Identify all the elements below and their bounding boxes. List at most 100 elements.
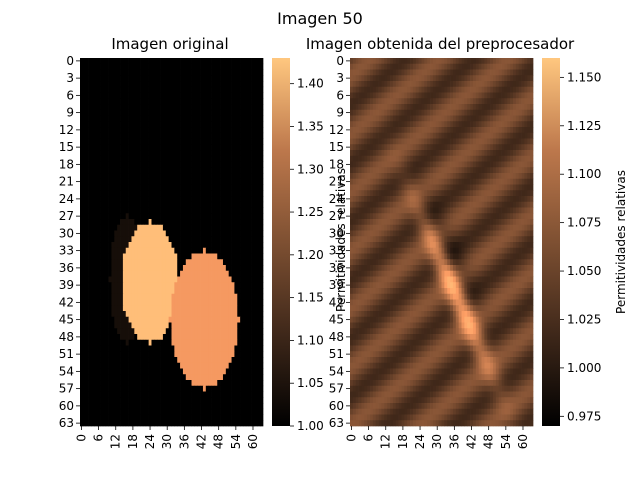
- heatmap-cell: [260, 328, 263, 334]
- heatmap-cell: [217, 380, 220, 386]
- heatmap-cell: [180, 196, 183, 202]
- heatmap-cell: [462, 110, 465, 116]
- heatmap-cell: [487, 58, 490, 64]
- heatmap-cell: [197, 58, 200, 64]
- heatmap-cell: [169, 144, 172, 150]
- heatmap-cell: [254, 75, 257, 81]
- heatmap-cell: [172, 213, 175, 219]
- heatmap-cell: [91, 110, 94, 116]
- heatmap-cell: [137, 219, 140, 225]
- heatmap-cell: [254, 213, 257, 219]
- heatmap-cell: [166, 127, 169, 133]
- heatmap-cell: [490, 58, 493, 64]
- heatmap-cell: [174, 81, 177, 87]
- heatmap-cell: [493, 121, 496, 127]
- heatmap-cell: [86, 231, 89, 237]
- heatmap-cell: [86, 162, 89, 168]
- heatmap-cell: [160, 144, 163, 150]
- heatmap-cell: [146, 294, 149, 300]
- heatmap-cell: [240, 254, 243, 260]
- heatmap-cell: [151, 334, 154, 340]
- heatmap-cell: [111, 156, 114, 162]
- heatmap-cell: [513, 98, 516, 104]
- heatmap-cell: [243, 351, 246, 357]
- heatmap-cell: [436, 121, 439, 127]
- heatmap-cell: [160, 190, 163, 196]
- heatmap-cell: [163, 420, 166, 426]
- heatmap-cell: [212, 386, 215, 392]
- heatmap-cell: [174, 58, 177, 64]
- heatmap-cell: [186, 374, 189, 380]
- heatmap-cell: [381, 87, 384, 93]
- heatmap-cell: [229, 208, 232, 214]
- heatmap-cell: [97, 87, 100, 93]
- heatmap-cell: [131, 127, 134, 133]
- heatmap-cell: [206, 271, 209, 277]
- heatmap-cell: [200, 254, 203, 260]
- heatmap-cell: [109, 156, 112, 162]
- heatmap-cell: [246, 317, 249, 323]
- heatmap-cell: [169, 282, 172, 288]
- heatmap-cell: [519, 81, 522, 87]
- heatmap-cell: [154, 231, 157, 237]
- heatmap-cell: [229, 202, 232, 208]
- heatmap-cell: [151, 380, 154, 386]
- heatmap-cell: [252, 110, 255, 116]
- heatmap-cell: [243, 374, 246, 380]
- heatmap-cell: [114, 248, 117, 254]
- heatmap-cell: [111, 259, 114, 265]
- heatmap-cell: [126, 271, 129, 277]
- heatmap-cell: [226, 374, 229, 380]
- heatmap-cell: [111, 346, 114, 352]
- heatmap-cell: [229, 282, 232, 288]
- heatmap-cell: [163, 93, 166, 99]
- heatmap-cell: [183, 369, 186, 375]
- heatmap-cell: [174, 116, 177, 122]
- heatmap-cell: [154, 98, 157, 104]
- heatmap-cell: [143, 294, 146, 300]
- heatmap-cell: [223, 323, 226, 329]
- heatmap-cell: [203, 380, 206, 386]
- heatmap-cell: [214, 288, 217, 294]
- heatmap-cell: [123, 351, 126, 357]
- heatmap-cell: [257, 219, 260, 225]
- heatmap-cell: [189, 185, 192, 191]
- heatmap-cell: [151, 415, 154, 421]
- heatmap-cell: [229, 242, 232, 248]
- heatmap-cell: [367, 127, 370, 133]
- heatmap-cell: [502, 93, 505, 99]
- heatmap-cell: [137, 386, 140, 392]
- heatmap-cell: [89, 242, 92, 248]
- heatmap-cell: [123, 144, 126, 150]
- heatmap-cell: [502, 64, 505, 70]
- heatmap-cell: [109, 144, 112, 150]
- heatmap-cell: [86, 254, 89, 260]
- heatmap-cell: [134, 259, 137, 265]
- heatmap-cell: [220, 133, 223, 139]
- heatmap-cell: [214, 213, 217, 219]
- heatmap-cell: [249, 133, 252, 139]
- heatmap-cell: [257, 167, 260, 173]
- heatmap-cell: [149, 167, 152, 173]
- heatmap-cell: [257, 231, 260, 237]
- heatmap-cell: [254, 369, 257, 375]
- heatmap-cell: [177, 133, 180, 139]
- heatmap-cell: [140, 127, 143, 133]
- heatmap-cell: [223, 133, 226, 139]
- heatmap-cell: [91, 305, 94, 311]
- heatmap-cell: [249, 93, 252, 99]
- heatmap-cell: [194, 93, 197, 99]
- heatmap-cell: [106, 374, 109, 380]
- heatmap-cell: [183, 202, 186, 208]
- heatmap-cell: [257, 208, 260, 214]
- heatmap-cell: [192, 208, 195, 214]
- heatmap-cell: [97, 357, 100, 363]
- heatmap-cell: [180, 173, 183, 179]
- heatmap-cell: [172, 81, 175, 87]
- heatmap-cell: [154, 75, 157, 81]
- heatmap-cell: [232, 162, 235, 168]
- heatmap-cell: [106, 225, 109, 231]
- heatmap-cell: [100, 386, 103, 392]
- heatmap-cell: [120, 242, 123, 248]
- heatmap-cell: [197, 254, 200, 260]
